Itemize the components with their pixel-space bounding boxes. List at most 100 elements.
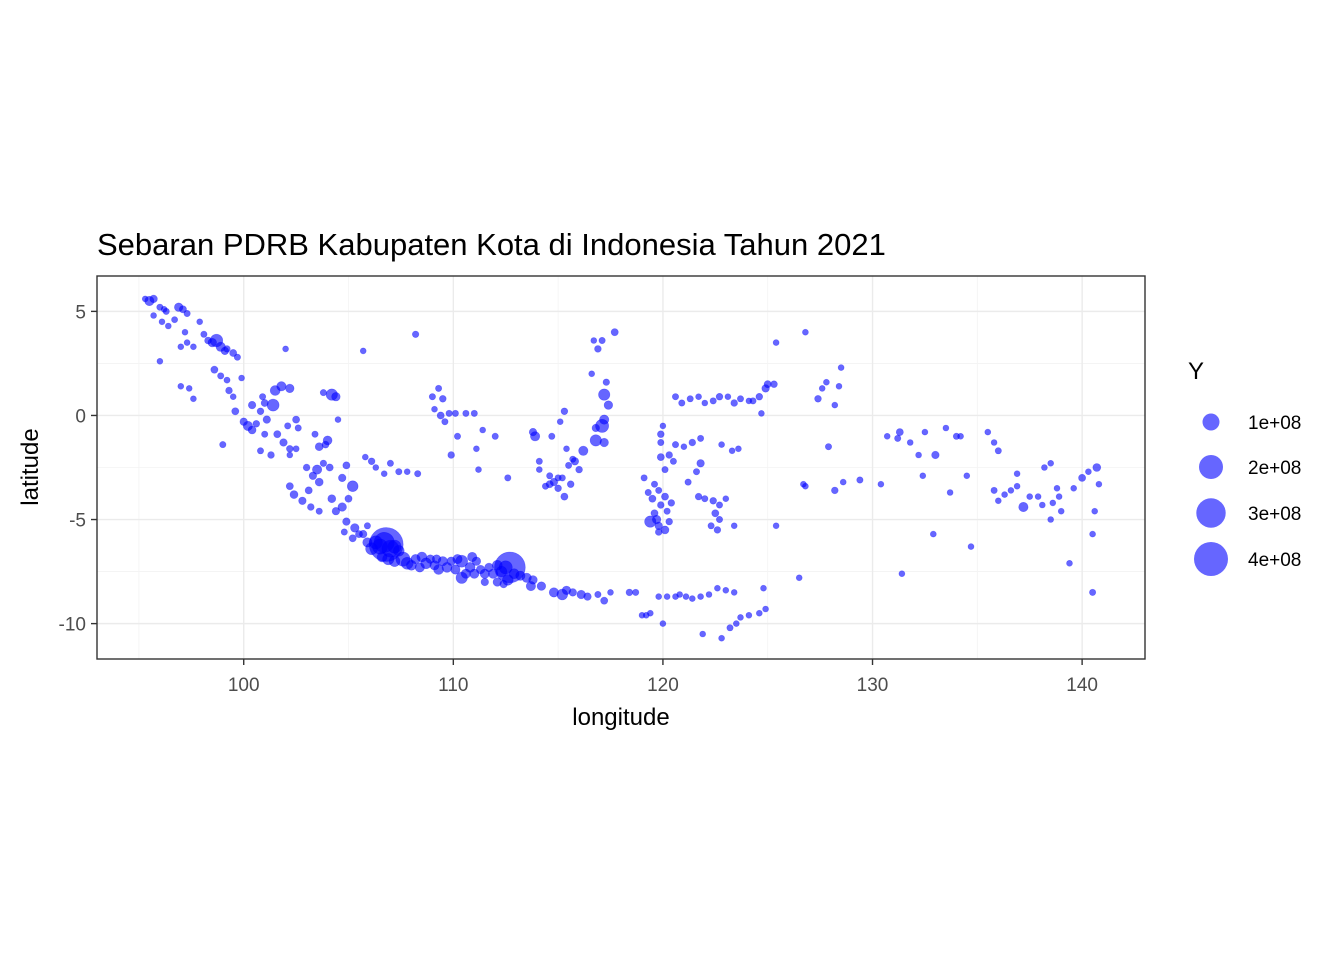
data-point [659,422,667,430]
data-point [736,395,744,403]
data-point [718,634,725,642]
legend-swatch [1194,542,1228,576]
data-point [967,543,975,550]
data-point [735,445,742,453]
data-point [713,526,722,534]
data-point [642,611,650,619]
data-point [607,589,614,596]
data-point [347,480,359,492]
data-point [238,374,245,382]
legend-label: 3e+08 [1248,504,1301,525]
data-point [1047,459,1054,467]
data-point [395,468,403,476]
data-point [359,347,367,355]
data-point [1013,470,1021,478]
data-point [361,453,369,461]
data-point [286,445,294,453]
data-point [178,305,187,314]
data-point [696,459,705,468]
data-point [284,422,292,430]
data-point [745,611,753,619]
data-point [688,438,696,447]
data-point [665,517,673,526]
data-point [259,393,267,401]
data-point [435,384,443,392]
x-tick-label: 140 [1066,675,1098,696]
data-point [536,581,547,591]
data-point [298,496,307,505]
legend-label: 4e+08 [1248,550,1301,571]
data-point [162,307,170,315]
data-point [181,328,189,336]
data-point [314,477,324,487]
data-point [530,431,541,442]
data-point [659,620,667,627]
data-point [469,568,480,579]
data-point [1049,499,1057,507]
data-point [824,443,832,451]
data-point [566,480,575,488]
data-point [471,556,482,566]
data-point [286,451,294,459]
data-point [312,464,323,475]
data-point [247,425,257,435]
data-point [190,395,197,403]
data-point [319,389,327,397]
data-point [772,522,780,530]
data-point [671,441,679,449]
data-point [1039,501,1046,509]
data-point [837,364,845,371]
data-point [682,593,690,600]
data-point [590,337,598,344]
data-point [883,432,891,440]
data-point [772,339,780,346]
data-point [165,322,172,330]
data-point [380,470,388,478]
data-point [372,464,380,471]
data-point [340,528,348,536]
data-point [565,461,573,469]
data-point [699,630,707,638]
data-point [1092,463,1102,472]
data-point [732,620,740,627]
data-point [386,459,394,467]
data-point [929,530,937,538]
x-tick-label: 110 [438,675,468,696]
data-point [915,451,922,459]
data-point [276,381,287,392]
data-point [304,486,313,495]
data-point [445,409,453,417]
data-point [599,437,609,448]
data-point [692,468,700,476]
data-point [600,596,609,605]
data-point [363,522,371,530]
data-point [223,376,231,384]
data-point [802,328,809,336]
data-point [671,393,679,401]
data-point [676,591,684,598]
data-point [149,294,158,304]
data-point [1026,493,1033,500]
x-tick-label: 130 [857,675,889,696]
data-point [655,593,663,600]
data-point [158,318,166,326]
data-point [697,593,704,600]
data-point [217,372,225,380]
data-point [942,424,950,432]
data-point [470,409,478,417]
data-point [688,595,696,602]
data-point [491,432,499,440]
data-point [183,339,191,346]
data-point [877,480,885,488]
y-axis-title: latitude [17,428,44,505]
data-point [322,435,333,446]
data-point [709,397,717,405]
data-point [1091,507,1098,515]
data-point [657,501,665,509]
data-point [1085,468,1092,476]
data-point [661,492,669,501]
data-point [223,345,231,353]
data-point [367,457,376,465]
data-point [800,480,807,488]
data-point [545,480,554,489]
